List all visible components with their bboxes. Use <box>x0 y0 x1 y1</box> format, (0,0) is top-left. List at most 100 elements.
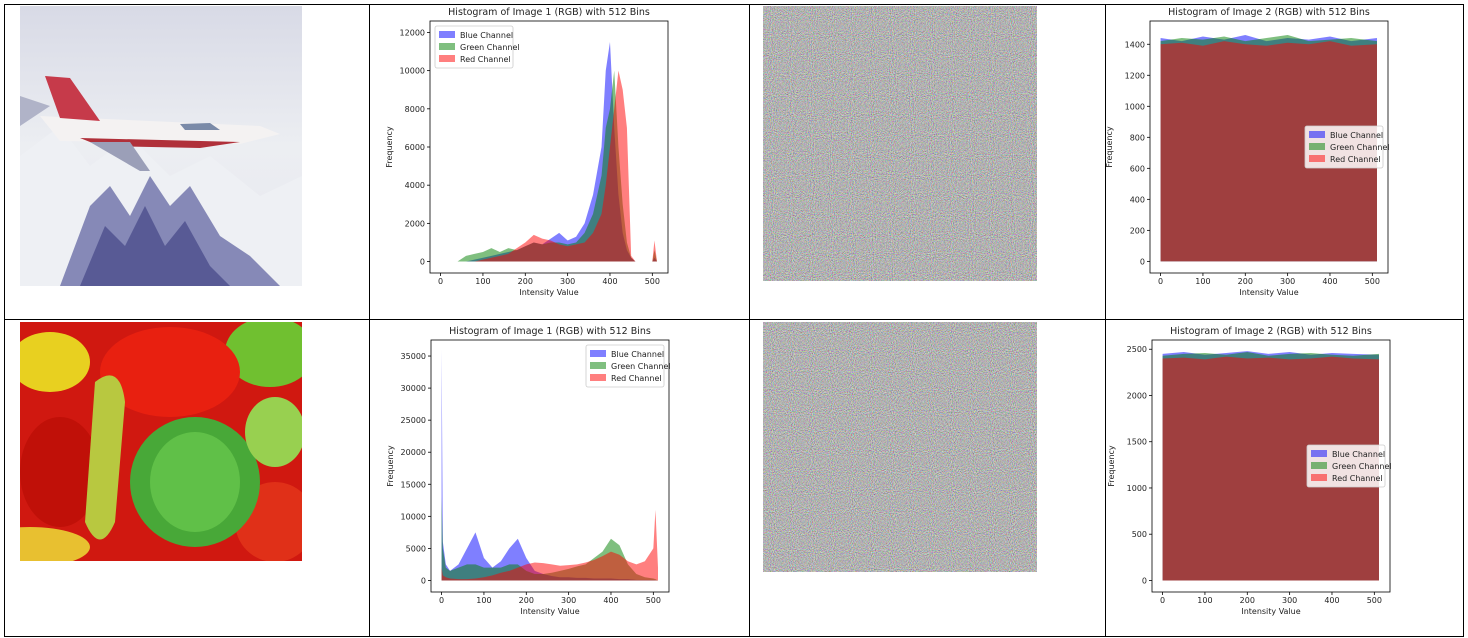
table-border <box>369 4 370 637</box>
y-tick-label: 12000 <box>400 28 425 37</box>
encrypted-image <box>763 322 1037 572</box>
x-tick-label: 100 <box>1195 277 1210 286</box>
y-tick-label: 15000 <box>401 480 426 489</box>
histogram-chart: Histogram of Image 1 (RGB) with 512 Bins… <box>386 326 671 616</box>
histogram-chart: Histogram of Image 2 (RGB) with 512 Bins… <box>1107 326 1392 616</box>
x-tick-label: 400 <box>1324 596 1339 605</box>
legend-swatch <box>439 43 455 50</box>
y-tick-label: 0 <box>421 576 426 585</box>
histogram-area <box>441 509 658 581</box>
histogram-chart: Histogram of Image 2 (RGB) with 512 Bins… <box>1105 7 1390 297</box>
table-border <box>4 636 1464 637</box>
y-tick-label: 800 <box>1130 133 1145 142</box>
y-tick-label: 10000 <box>401 512 426 521</box>
legend-swatch <box>439 55 455 62</box>
legend-swatch <box>1309 131 1325 138</box>
y-tick-label: 200 <box>1130 226 1145 235</box>
x-tick-label: 500 <box>645 277 660 286</box>
y-tick-label: 8000 <box>405 105 425 114</box>
y-axis-label: Frequency <box>385 126 394 168</box>
legend: Blue Channel Green Channel Red Channel <box>585 344 671 388</box>
table-border <box>1463 4 1464 637</box>
x-tick-label: 100 <box>475 277 490 286</box>
legend-swatch <box>1311 462 1327 469</box>
x-tick-label: 400 <box>603 596 618 605</box>
table-border <box>4 319 1464 320</box>
table-border <box>4 4 1464 5</box>
y-tick-label: 30000 <box>401 384 426 393</box>
y-tick-label: 0 <box>1142 576 1147 585</box>
y-tick-label: 1500 <box>1127 438 1147 447</box>
legend: Blue Channel Green Channel Red Channel <box>1304 125 1390 169</box>
x-tick-label: 300 <box>560 277 575 286</box>
x-tick-label: 0 <box>1160 596 1165 605</box>
x-tick-label: 200 <box>1238 277 1253 286</box>
y-tick-label: 25000 <box>401 416 426 425</box>
x-axis-label: Intensity Value <box>1241 607 1300 616</box>
histogram-area <box>441 349 658 581</box>
x-tick-label: 200 <box>1240 596 1255 605</box>
encrypted-image <box>763 6 1037 281</box>
y-axis-label: Frequency <box>1107 445 1116 487</box>
y-tick-label: 2500 <box>1127 345 1147 354</box>
chart-title: Histogram of Image 2 (RGB) with 512 Bins <box>1170 326 1372 337</box>
y-tick-label: 600 <box>1130 164 1145 173</box>
legend-label: Green Channel <box>1332 462 1392 471</box>
legend-swatch <box>590 374 606 381</box>
y-tick-label: 500 <box>1132 530 1147 539</box>
chart-title: Histogram of Image 2 (RGB) with 512 Bins <box>1168 7 1370 18</box>
x-tick-label: 300 <box>1282 596 1297 605</box>
legend-label: Red Channel <box>460 55 511 64</box>
legend-label: Blue Channel <box>460 31 513 40</box>
y-tick-label: 20000 <box>401 448 426 457</box>
y-tick-label: 0 <box>1140 257 1145 266</box>
y-tick-label: 6000 <box>405 143 425 152</box>
y-tick-label: 35000 <box>401 352 426 361</box>
legend-label: Blue Channel <box>1332 450 1385 459</box>
histogram-area <box>1162 356 1379 581</box>
x-axis-label: Intensity Value <box>519 288 578 297</box>
x-tick-label: 400 <box>1322 277 1337 286</box>
y-tick-label: 5000 <box>406 544 426 553</box>
chart-title: Histogram of Image 1 (RGB) with 512 Bins <box>448 7 650 18</box>
x-tick-label: 100 <box>476 596 491 605</box>
table-border <box>749 4 750 637</box>
legend: Blue Channel Green Channel Red Channel <box>1306 444 1392 488</box>
x-tick-label: 0 <box>439 596 444 605</box>
y-tick-label: 2000 <box>405 219 425 228</box>
legend-label: Green Channel <box>611 362 671 371</box>
y-tick-label: 1400 <box>1125 40 1145 49</box>
airplane-image <box>20 6 302 286</box>
plot-frame <box>1151 339 1391 593</box>
legend-label: Red Channel <box>1332 474 1383 483</box>
y-axis-label: Frequency <box>1105 126 1114 168</box>
x-tick-label: 500 <box>1365 277 1380 286</box>
y-axis-label: Frequency <box>386 445 395 487</box>
x-tick-label: 500 <box>646 596 661 605</box>
legend-swatch <box>590 350 606 357</box>
y-tick-label: 0 <box>420 258 425 267</box>
y-tick-label: 1000 <box>1125 102 1145 111</box>
legend-swatch <box>1311 450 1327 457</box>
histogram-area <box>1160 41 1377 262</box>
y-tick-label: 1000 <box>1127 484 1147 493</box>
legend-label: Blue Channel <box>611 350 664 359</box>
y-tick-label: 2000 <box>1127 391 1147 400</box>
table-border <box>1105 4 1106 637</box>
x-axis-label: Intensity Value <box>1239 288 1298 297</box>
legend-label: Green Channel <box>1330 143 1390 152</box>
legend-label: Green Channel <box>460 43 520 52</box>
x-tick-label: 200 <box>518 277 533 286</box>
x-axis-label: Intensity Value <box>520 607 579 616</box>
histogram-area <box>440 70 657 262</box>
legend: Blue Channel Green Channel Red Channel <box>434 25 520 69</box>
y-tick-label: 4000 <box>405 181 425 190</box>
chart-title: Histogram of Image 1 (RGB) with 512 Bins <box>449 326 651 337</box>
x-tick-label: 0 <box>438 277 443 286</box>
legend-swatch <box>1309 143 1325 150</box>
x-tick-label: 0 <box>1158 277 1163 286</box>
x-tick-label: 300 <box>1280 277 1295 286</box>
y-tick-label: 1200 <box>1125 71 1145 80</box>
legend-swatch <box>1311 474 1327 481</box>
